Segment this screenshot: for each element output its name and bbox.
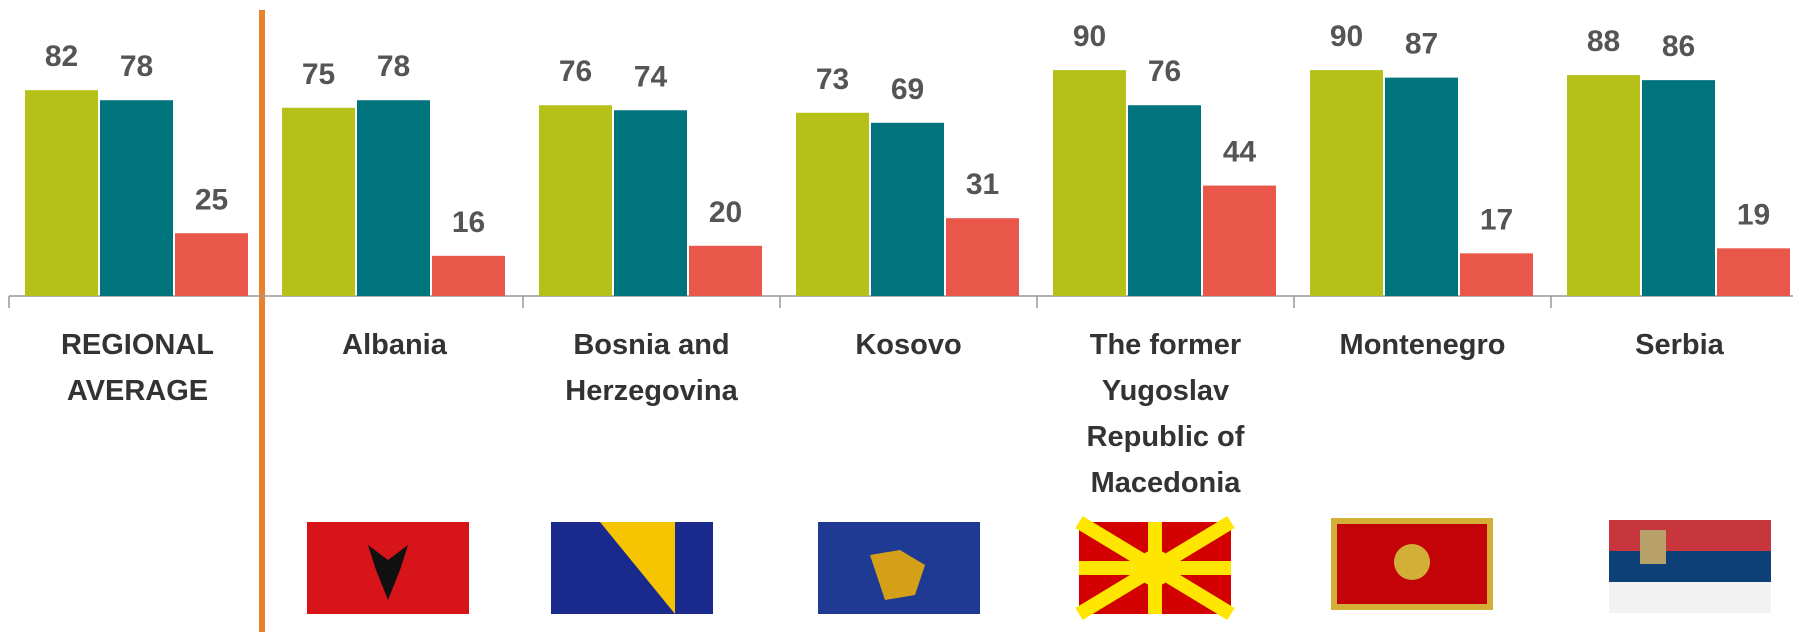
category-label: Montenegro (1339, 329, 1506, 361)
bar (1053, 70, 1126, 296)
value-label: 44 (1223, 136, 1257, 169)
value-label: 19 (1737, 198, 1770, 231)
value-label: 76 (1148, 55, 1181, 88)
flags (307, 516, 1771, 620)
bar (432, 255, 505, 296)
bar (871, 122, 944, 296)
flag-serbia (1609, 520, 1771, 613)
value-label: 75 (302, 58, 335, 91)
category-label: REGIONAL AVERAGE (60, 329, 215, 407)
bar (1567, 75, 1640, 297)
category-label: Bosnia and Herzegovina (565, 329, 738, 407)
value-label: 86 (1662, 30, 1695, 63)
value-label: 74 (634, 60, 668, 93)
value-label: 82 (45, 40, 78, 73)
value-label: 76 (559, 55, 592, 88)
bar (1460, 253, 1533, 296)
category-label: Albania (342, 329, 447, 361)
bar (1203, 185, 1276, 296)
flag-albania (307, 522, 469, 614)
flag-montenegro (1331, 518, 1493, 610)
value-label: 88 (1587, 25, 1620, 58)
category-label: The former Yugoslav Republic of Macedoni… (1086, 329, 1245, 499)
bar (689, 245, 762, 296)
bar (357, 100, 430, 296)
value-label: 16 (452, 206, 485, 239)
value-label: 73 (816, 63, 849, 96)
bar (25, 90, 98, 297)
bar (614, 110, 687, 296)
bar (1128, 105, 1201, 297)
flag-bosnia (551, 522, 713, 614)
bar (1385, 77, 1458, 296)
value-label: 78 (120, 50, 153, 83)
flag-kosovo (818, 522, 980, 614)
bar (175, 233, 248, 296)
value-label: 90 (1330, 20, 1363, 53)
bar (282, 107, 355, 296)
bar (1717, 248, 1790, 296)
value-label: 17 (1480, 203, 1513, 236)
bar (1642, 80, 1715, 296)
value-label: 87 (1405, 28, 1438, 61)
value-label: 20 (709, 196, 742, 229)
bar (100, 100, 173, 296)
value-label: 78 (377, 50, 410, 83)
flag-macedonia (1075, 516, 1235, 620)
bar (1310, 70, 1383, 296)
value-label: 25 (195, 183, 228, 216)
category-label: Serbia (1635, 329, 1724, 361)
value-label: 69 (891, 73, 924, 106)
value-label: 31 (966, 168, 999, 201)
bar (946, 218, 1019, 296)
bar (796, 112, 869, 297)
category-label: Kosovo (855, 329, 962, 361)
bar (539, 105, 612, 297)
value-label: 90 (1073, 20, 1106, 53)
